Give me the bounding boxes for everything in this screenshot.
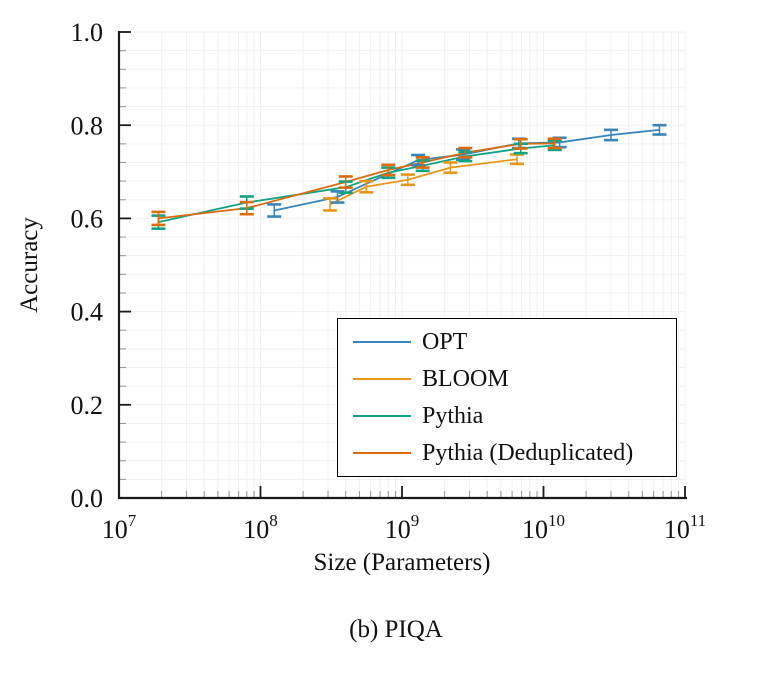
x-tick-label: 108: [243, 511, 278, 544]
series-opt-errorbars: [267, 123, 667, 218]
legend-label: BLOOM: [422, 366, 509, 392]
x-tick-label: 109: [385, 511, 420, 544]
figure-caption: (b) PIQA: [349, 616, 443, 643]
y-tick-label: 0.6: [71, 205, 104, 234]
x-axis-title: Size (Parameters): [313, 549, 491, 576]
series-bloom-errorbars: [323, 153, 525, 212]
series-pythia-deduplicated--errorbars: [151, 137, 562, 227]
y-tick-label: 0.4: [71, 298, 104, 327]
legend-item-bloom: BLOOM: [353, 365, 676, 393]
legend-item-pythia-dedup: Pythia (Deduplicated): [353, 439, 676, 467]
legend-line-sample-bloom: [353, 378, 411, 380]
legend-label: Pythia: [422, 403, 484, 429]
series-pythia-line: [158, 144, 555, 224]
legend-label: OPT: [422, 329, 468, 355]
series-pythia-errorbars: [151, 139, 562, 230]
y-tick-label: 0.8: [71, 111, 104, 140]
legend-label: Pythia (Deduplicated): [422, 440, 634, 466]
x-tick-label: 1011: [664, 511, 706, 544]
legend-line-sample-opt: [353, 341, 411, 343]
y-axis-title: Accuracy: [16, 217, 43, 313]
y-tick-label: 0.2: [71, 391, 104, 420]
x-tick-label: 1010: [522, 511, 565, 544]
legend: OPT BLOOM Pythia Pythia (Deduplicated): [337, 318, 677, 477]
x-tick-label: 107: [102, 511, 137, 544]
legend-line-sample-pythia-dedup: [353, 452, 411, 454]
series-pythia-deduplicated--line: [158, 142, 555, 220]
legend-line-sample-pythia: [353, 415, 411, 417]
tick-labels: 0.0 0.2 0.4 0.6 0.8 1.0 107 108 109 1010 1011: [71, 18, 707, 544]
legend-item-opt: OPT: [353, 328, 676, 356]
legend-item-pythia: Pythia: [353, 402, 676, 430]
y-tick-label: 1.0: [71, 18, 104, 47]
axes: [117, 31, 687, 500]
y-tick-label: 0.0: [71, 484, 104, 513]
